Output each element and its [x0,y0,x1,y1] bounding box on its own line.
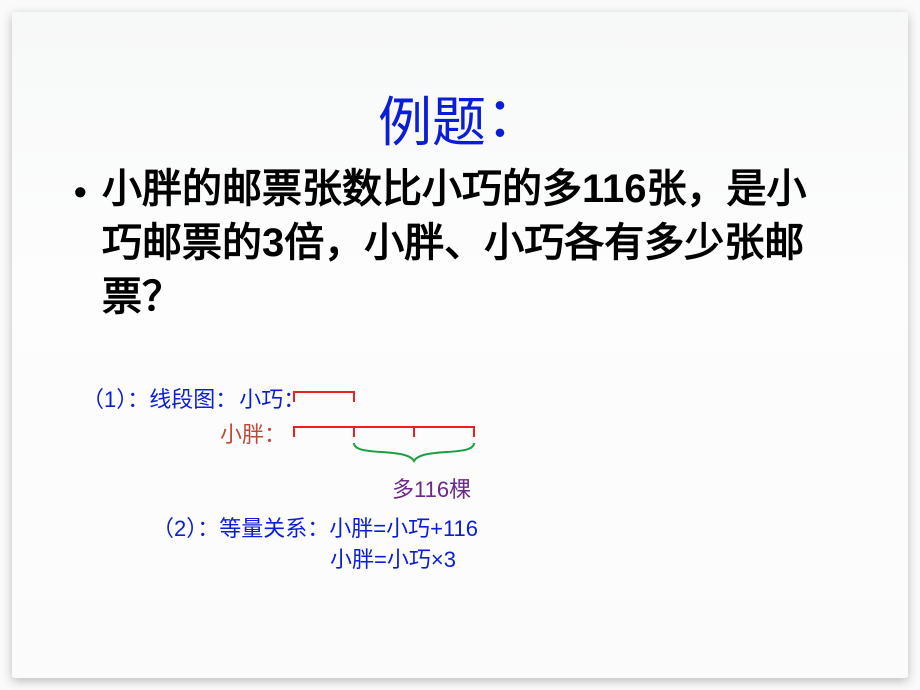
section-2-equations: （2）：等量关系：小胖=小巧+116 小胖=小巧×3 [152,514,478,576]
bullet-icon: • [74,168,87,217]
equation-2: 小胖=小巧×3 [330,545,478,576]
problem-text: 小胖的邮票张数比小巧的多116张，是小巧邮票的3倍，小胖、小巧各有多少张邮票？ [102,167,807,319]
section2-prefix: （2）：等量关系： [152,516,329,541]
xiaopang-label: 小胖： [220,422,286,447]
section2-line1: （2）：等量关系：小胖=小巧+116 [152,514,478,545]
section-1-line-diagram: （1）：线段图：小巧： [82,382,305,414]
title-text: 例题 [378,93,486,153]
bar-diagram [292,382,552,472]
problem-statement: • 小胖的邮票张数比小巧的多116张，是小巧邮票的3倍，小胖、小巧各有多少张邮票… [102,162,842,324]
slide: 例题： • 小胖的邮票张数比小巧的多116张，是小巧邮票的3倍，小胖、小巧各有多… [12,12,908,678]
brace-label: 多116棵 [392,472,471,504]
slide-title: 例题： [12,77,908,158]
section1-prefix: （1）：线段图： [82,387,237,412]
title-colon: ： [486,86,542,149]
xiaopang-row: 小胖： [220,417,286,449]
equation-1: 小胖=小巧+116 [329,516,478,541]
